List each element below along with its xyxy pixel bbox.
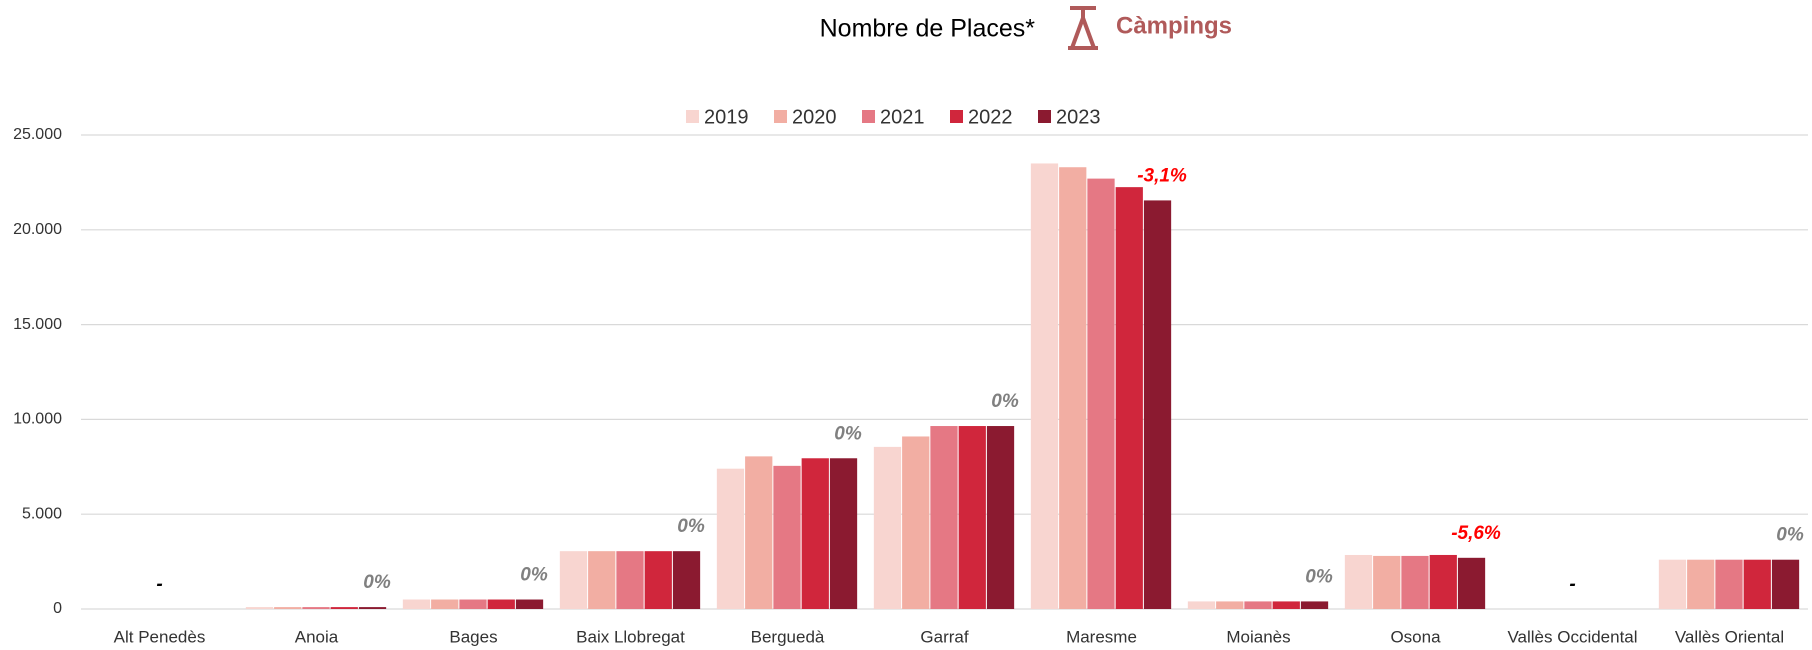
bar xyxy=(986,426,1015,609)
bar xyxy=(1687,559,1715,609)
annotation: 0% xyxy=(363,572,391,593)
bar xyxy=(773,465,801,609)
bar xyxy=(1771,559,1800,609)
bar xyxy=(1300,601,1329,609)
annotation: 0% xyxy=(991,391,1019,412)
bar xyxy=(1743,559,1771,609)
legend-swatch xyxy=(1038,110,1051,123)
bar xyxy=(644,551,672,609)
tent-icon xyxy=(1068,6,1098,50)
bar xyxy=(487,599,515,609)
bar xyxy=(402,599,431,609)
legend-label: 2019 xyxy=(704,106,749,128)
bar xyxy=(1658,559,1687,609)
x-tick-label: Alt Penedès xyxy=(114,627,206,646)
legend-swatch xyxy=(774,110,787,123)
annotation: 0% xyxy=(520,565,548,586)
bar xyxy=(1115,187,1143,609)
bar xyxy=(1715,559,1743,609)
bar xyxy=(672,551,701,609)
y-tick-label: 10.000 xyxy=(13,411,62,428)
annotation: 0% xyxy=(677,516,705,537)
bar xyxy=(930,426,958,609)
x-tick-label: Moianès xyxy=(1226,627,1290,646)
y-tick-label: 0 xyxy=(53,600,62,617)
bar xyxy=(459,599,487,609)
annotation: - xyxy=(156,574,162,595)
bar xyxy=(1059,167,1087,609)
annotation: 0% xyxy=(1776,525,1804,546)
bar xyxy=(302,607,330,609)
annotation: -3,1% xyxy=(1137,165,1187,186)
bar xyxy=(716,468,745,609)
annotation: -5,6% xyxy=(1451,523,1501,544)
bar xyxy=(1244,601,1272,609)
legend-swatch xyxy=(950,110,963,123)
legend-label: 2023 xyxy=(1056,106,1101,128)
bar xyxy=(1143,200,1172,610)
annotation: - xyxy=(1569,574,1575,595)
bar xyxy=(559,551,588,609)
bar xyxy=(1187,601,1216,609)
annotation: 0% xyxy=(1305,566,1333,587)
y-tick-label: 20.000 xyxy=(13,221,62,238)
y-tick-label: 5.000 xyxy=(22,505,62,522)
bar xyxy=(1401,555,1429,609)
y-tick-label: 25.000 xyxy=(13,126,62,143)
bar xyxy=(1272,601,1300,609)
x-tick-label: Bages xyxy=(449,627,497,646)
legend-label: 2022 xyxy=(968,106,1013,128)
annotation: 0% xyxy=(834,423,862,444)
legend-label: 2020 xyxy=(792,106,837,128)
bar xyxy=(515,599,544,609)
bar xyxy=(1429,554,1457,609)
bar xyxy=(1457,557,1486,609)
bar xyxy=(873,446,902,609)
legend-swatch xyxy=(686,110,699,123)
x-tick-label: Berguedà xyxy=(751,627,825,646)
x-tick-label: Maresme xyxy=(1066,627,1137,646)
chart-subtitle: Càmpings xyxy=(1116,12,1232,39)
bar xyxy=(829,458,858,609)
bar xyxy=(958,426,986,609)
y-tick-label: 15.000 xyxy=(13,316,62,333)
bar xyxy=(1373,555,1401,609)
bar xyxy=(1030,163,1059,609)
bar xyxy=(1087,178,1115,609)
x-tick-label: Vallès Oriental xyxy=(1675,627,1784,646)
x-tick-label: Garraf xyxy=(920,627,968,646)
bar xyxy=(616,551,644,609)
chart-title: Nombre de Places* xyxy=(820,15,1036,43)
bar xyxy=(330,607,358,609)
legend-label: 2021 xyxy=(880,106,925,128)
bar xyxy=(588,551,616,609)
bar xyxy=(1344,554,1373,609)
x-tick-label: Anoia xyxy=(295,627,339,646)
x-tick-label: Osona xyxy=(1390,627,1441,646)
bar xyxy=(358,607,387,609)
x-tick-label: Baix Llobregat xyxy=(576,627,685,646)
x-tick-label: Vallès Occidental xyxy=(1507,627,1637,646)
bar xyxy=(801,458,829,609)
bar xyxy=(1216,601,1244,609)
bar xyxy=(745,456,773,609)
bar xyxy=(902,436,930,609)
bar xyxy=(245,607,274,609)
bar xyxy=(431,599,459,609)
legend-swatch xyxy=(862,110,875,123)
bar xyxy=(274,607,302,609)
